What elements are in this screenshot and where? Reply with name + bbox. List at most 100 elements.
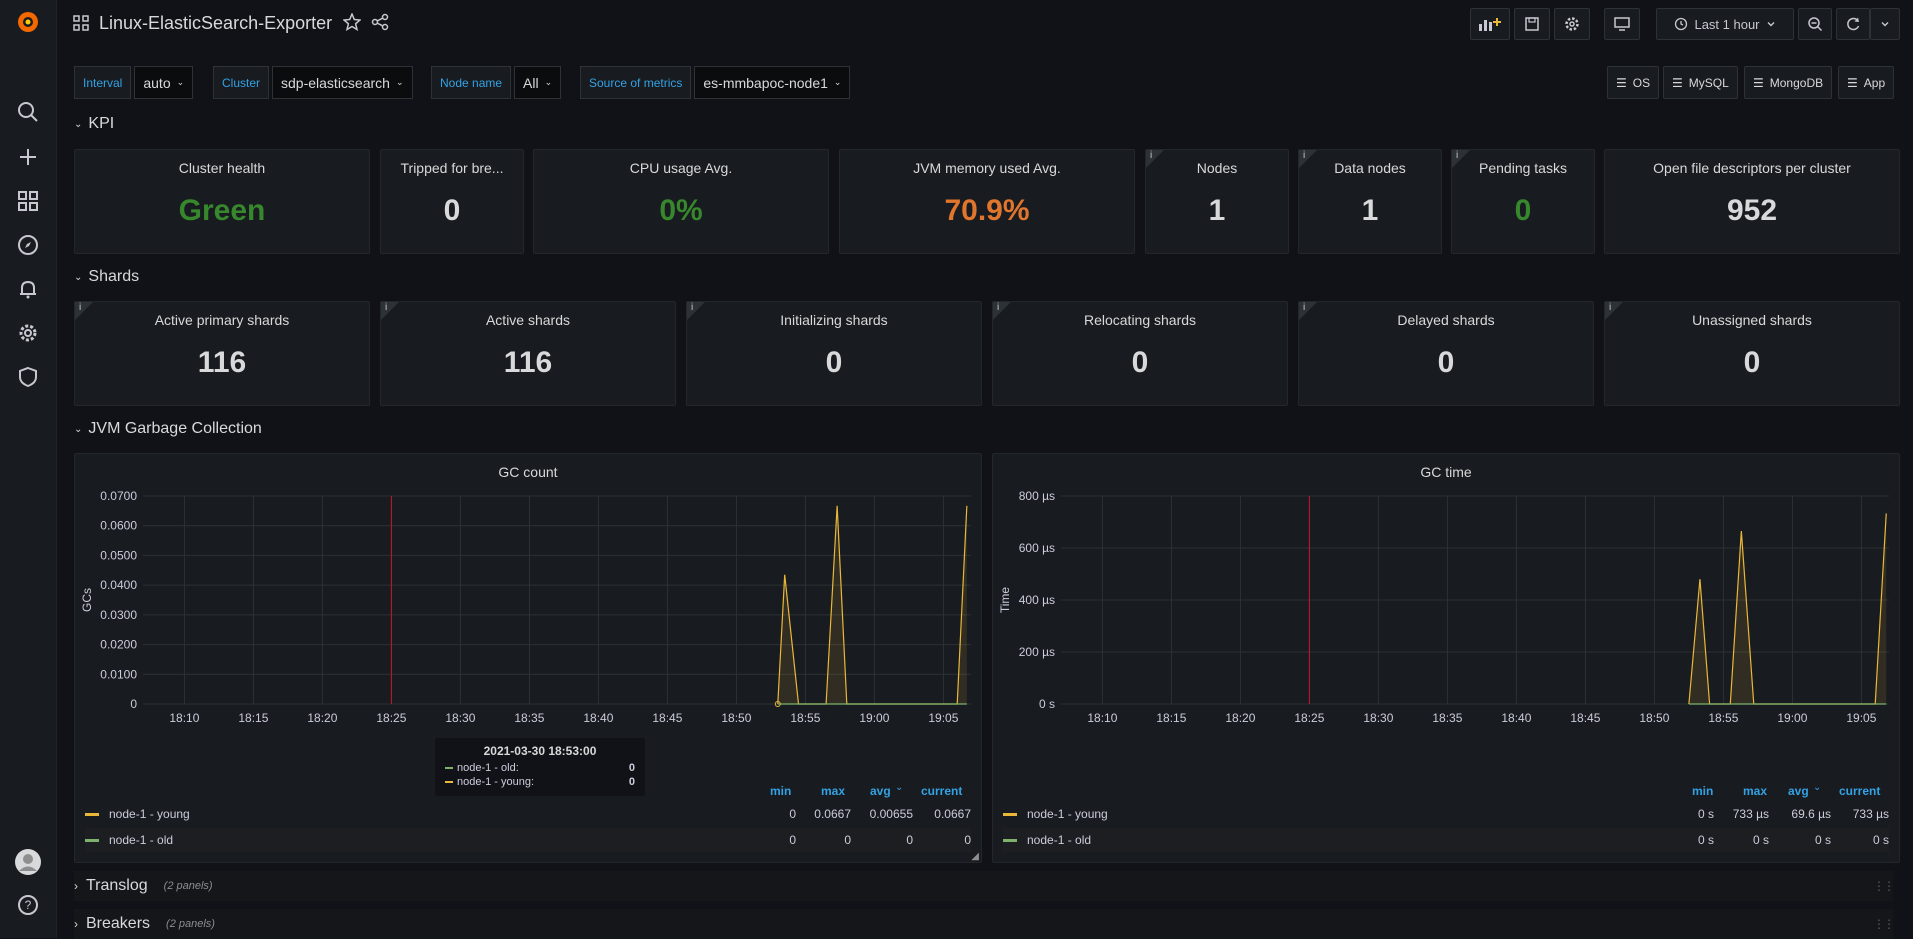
stat-value: 0 bbox=[1131, 346, 1149, 379]
info-icon[interactable]: i bbox=[79, 302, 82, 313]
link-os[interactable]: ☰ OS bbox=[1607, 66, 1660, 99]
variable-select-cluster[interactable]: sdp-elasticsearch ⌄ bbox=[272, 66, 413, 99]
info-icon[interactable]: i bbox=[1609, 302, 1612, 313]
drag-handle-icon[interactable]: ⋮⋮ bbox=[1873, 879, 1895, 893]
link-label: OS bbox=[1632, 75, 1651, 90]
tooltip-row: node-1 - old: 0 bbox=[445, 762, 635, 774]
info-icon[interactable]: i bbox=[997, 302, 1000, 313]
star-icon[interactable] bbox=[342, 12, 362, 34]
panel-title: Data nodes bbox=[1334, 160, 1406, 176]
row-kpi[interactable]: ⌄ KPI bbox=[74, 115, 114, 133]
zoom-out-button[interactable] bbox=[1798, 8, 1832, 40]
stat-panel-active-primary-shards[interactable]: i Active primary shards 116 bbox=[74, 301, 370, 406]
stat-panel-nodes[interactable]: i Nodes 1 bbox=[1145, 149, 1289, 254]
user-avatar-icon[interactable] bbox=[14, 848, 42, 876]
row-shards[interactable]: ⌄ Shards bbox=[74, 268, 139, 286]
variable-label: Interval bbox=[74, 66, 132, 99]
server-admin-shield-icon[interactable] bbox=[14, 363, 42, 391]
y-tick-label: 0.0700 bbox=[100, 489, 137, 503]
stat-panel-delayed-shards[interactable]: i Delayed shards 0 bbox=[1298, 301, 1594, 406]
stat-panel-tripped-for-breakers[interactable]: Tripped for bre... 0 bbox=[380, 149, 524, 254]
legend-header-current[interactable]: current bbox=[921, 784, 963, 798]
cycle-view-mode-button[interactable] bbox=[1604, 8, 1640, 40]
gc-count-chart[interactable]: 0 0.0100 0.0200 0.0300 0.0400 0.0500 0.0600 0.0… bbox=[75, 484, 981, 814]
y-tick-label: 800 µs bbox=[1019, 489, 1055, 503]
info-icon[interactable]: i bbox=[1303, 150, 1306, 161]
stat-panel-cluster-health[interactable]: Cluster health Green bbox=[74, 149, 370, 254]
info-corner bbox=[1299, 302, 1317, 320]
legend-header-avg[interactable]: avg bbox=[1788, 784, 1809, 798]
info-icon[interactable]: i bbox=[385, 302, 388, 313]
x-tick-label: 18:25 bbox=[376, 711, 406, 725]
info-corner bbox=[1299, 150, 1317, 168]
panel-resize-handle-icon[interactable]: ◢ bbox=[971, 851, 979, 862]
info-icon[interactable]: i bbox=[1150, 150, 1153, 161]
plus-icon[interactable] bbox=[14, 143, 42, 171]
search-icon[interactable] bbox=[14, 98, 42, 126]
series-swatch bbox=[1003, 812, 1017, 816]
row-breakers[interactable]: › Breakers (2 panels) ⋮⋮ bbox=[74, 909, 1895, 939]
save-dashboard-button[interactable] bbox=[1514, 8, 1550, 40]
legend-header-max[interactable]: max bbox=[821, 784, 846, 798]
graph-panel-gc-count[interactable]: GC count 0 0.0100 0.0200 0.0300 0.0400 0.0500… bbox=[74, 453, 982, 863]
variable-node-name: Node name All ⌄ bbox=[431, 66, 562, 99]
stat-panel-open-file-descriptors[interactable]: Open file descriptors per cluster 952 bbox=[1604, 149, 1900, 254]
legend-row-young[interactable]: node-1 - young 0 0.0667 0.00655 0.0667 bbox=[85, 802, 971, 826]
dashboard-settings-button[interactable] bbox=[1554, 8, 1590, 40]
dashboard-grid-icon[interactable] bbox=[73, 15, 89, 34]
legend-header-min[interactable]: min bbox=[1692, 784, 1714, 798]
stat-value: 0 bbox=[1514, 194, 1532, 227]
tooltip-series-name: node-1 - young: bbox=[457, 776, 535, 788]
refresh-button[interactable] bbox=[1836, 8, 1870, 40]
dashboard-title[interactable]: Linux-ElasticSearch-Exporter bbox=[99, 13, 333, 33]
variable-select-interval[interactable]: auto ⌄ bbox=[134, 66, 194, 99]
tooltip-series-value: 0 bbox=[628, 762, 635, 774]
gc-time-chart[interactable]: 0 s 200 µs 400 µs 600 µs 800 µs 18:10 18:15 18:… bbox=[993, 484, 1899, 814]
variable-select-node-name[interactable]: All ⌄ bbox=[514, 66, 562, 99]
stat-panel-jvm-memory[interactable]: JVM memory used Avg. 70.9% bbox=[839, 149, 1135, 254]
add-panel-button[interactable] bbox=[1470, 8, 1510, 40]
alerting-bell-icon[interactable] bbox=[14, 275, 42, 303]
dashboards-icon[interactable] bbox=[14, 187, 42, 215]
row-jvm-garbage-collection[interactable]: ⌄ JVM Garbage Collection bbox=[74, 420, 262, 438]
row-translog[interactable]: › Translog (2 panels) ⋮⋮ bbox=[74, 871, 1895, 901]
link-mongodb[interactable]: ☰ MongoDB bbox=[1744, 66, 1833, 99]
explore-compass-icon[interactable] bbox=[14, 231, 42, 259]
drag-handle-icon[interactable]: ⋮⋮ bbox=[1873, 917, 1895, 931]
dashboard-navbar: Linux-ElasticSearch-Exporter Last 1 hour bbox=[57, 0, 1913, 46]
legend-row-old[interactable]: node-1 - old 0 s 0 s 0 s 0 s bbox=[1003, 828, 1889, 852]
share-icon[interactable] bbox=[371, 13, 389, 34]
x-tick-label: 18:55 bbox=[790, 711, 820, 725]
variable-select-source[interactable]: es-mmbapoc-node1 ⌄ bbox=[694, 66, 851, 99]
legend-header-current[interactable]: current bbox=[1839, 784, 1881, 798]
stat-panel-pending-tasks[interactable]: i Pending tasks 0 bbox=[1451, 149, 1595, 254]
legend-row-young[interactable]: node-1 - young 0 s 733 µs 69.6 µs 733 µs bbox=[1003, 802, 1889, 826]
info-icon[interactable]: i bbox=[691, 302, 694, 313]
variable-value: All bbox=[523, 74, 539, 91]
legend-header-min[interactable]: min bbox=[770, 784, 792, 798]
link-mysql[interactable]: ☰ MySQL bbox=[1663, 66, 1738, 99]
info-icon[interactable]: i bbox=[1303, 302, 1306, 313]
grafana-logo-icon[interactable] bbox=[14, 8, 42, 36]
graph-panel-gc-time[interactable]: GC time 0 s 200 µs 400 µs 600 µs 800 µs 18:10… bbox=[992, 453, 1900, 863]
legend-header-max[interactable]: max bbox=[1743, 784, 1768, 798]
stat-panel-unassigned-shards[interactable]: i Unassigned shards 0 bbox=[1604, 301, 1900, 406]
configuration-gear-icon[interactable] bbox=[14, 319, 42, 347]
y-axis-label: GCs bbox=[80, 588, 94, 612]
stat-panel-cpu-usage[interactable]: CPU usage Avg. 0% bbox=[533, 149, 829, 254]
chevron-down-icon: ⌄ bbox=[544, 77, 553, 87]
time-picker-button[interactable]: Last 1 hour bbox=[1656, 8, 1794, 40]
stat-panel-initializing-shards[interactable]: i Initializing shards 0 bbox=[686, 301, 982, 406]
legend-row-old[interactable]: node-1 - old 0 0 0 0 bbox=[85, 828, 971, 852]
x-tick-label: 18:40 bbox=[583, 711, 613, 725]
chevron-right-icon: › bbox=[74, 917, 78, 931]
info-icon[interactable]: i bbox=[1456, 150, 1459, 161]
stat-panel-data-nodes[interactable]: i Data nodes 1 bbox=[1298, 149, 1442, 254]
refresh-interval-dropdown[interactable] bbox=[1870, 8, 1900, 40]
stat-panel-relocating-shards[interactable]: i Relocating shards 0 bbox=[992, 301, 1288, 406]
legend-header-avg[interactable]: avg bbox=[870, 784, 891, 798]
stat-panel-active-shards[interactable]: i Active shards 116 bbox=[380, 301, 676, 406]
link-app[interactable]: ☰ App bbox=[1838, 66, 1895, 99]
help-icon[interactable]: ? bbox=[14, 891, 42, 919]
bars-icon: ☰ bbox=[1753, 75, 1764, 90]
